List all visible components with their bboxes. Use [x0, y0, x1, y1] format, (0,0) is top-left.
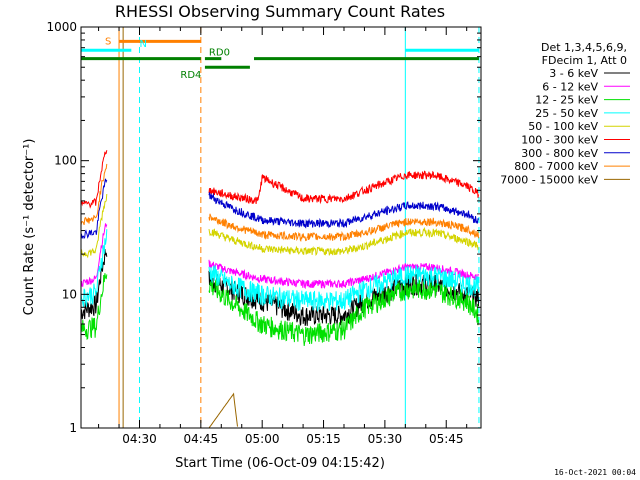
x-tick-label: 04:45 [184, 432, 219, 446]
footer-timestamp: 16-Oct-2021 00:04 [554, 468, 636, 477]
series-line-early [81, 150, 108, 209]
legend-entry-label: 6 - 12 keV [542, 80, 598, 93]
series-line [208, 264, 479, 312]
vertical-markers [81, 27, 480, 428]
x-tick-label: 05:15 [306, 432, 341, 446]
y-axis: 1 10 100 1000 [46, 20, 481, 435]
y-tick-label: 1 [69, 421, 77, 435]
series-line [208, 213, 479, 242]
series-line [208, 259, 479, 290]
y-tick-label: 100 [54, 154, 77, 168]
x-axis-label: Start Time (06-Oct-09 04:15:42) [175, 456, 385, 471]
y-tick-label: 1000 [46, 20, 77, 34]
legend-header: Det 1,3,4,5,6,9, [541, 41, 627, 54]
series-line-early [81, 163, 108, 226]
x-tick-label: 05:30 [368, 432, 403, 446]
y-axis-label: Count Rate (s⁻¹ detector⁻¹) [22, 139, 37, 316]
status-bar-label: S [105, 36, 111, 47]
legend-entry-label: 12 - 25 keV [535, 94, 598, 107]
legend-entry-label: 300 - 800 keV [521, 147, 598, 160]
series-line [208, 226, 479, 256]
series-line [208, 392, 238, 428]
series-line [208, 192, 479, 229]
x-tick-label: 04:30 [122, 432, 157, 446]
status-bars: S N RD0 RD4 [81, 36, 479, 81]
y-tick-label: 10 [62, 287, 77, 301]
x-tick-label: 05:00 [245, 432, 280, 446]
series-line-early [81, 229, 108, 308]
series-line [208, 170, 479, 205]
series-line [208, 279, 479, 346]
plot-frame [80, 26, 482, 429]
series-line-early [81, 273, 108, 341]
series-line-early [81, 178, 108, 240]
series-line-early [81, 223, 108, 287]
legend-entry-label: 7000 - 15000 keV [500, 173, 598, 186]
status-bar-label: RD4 [180, 70, 201, 81]
series-line-early [81, 193, 108, 259]
legend-entry-label: 3 - 6 keV [549, 67, 598, 80]
legend-entry-label: 800 - 7000 keV [514, 160, 598, 173]
legend-entry-label: 25 - 50 keV [535, 107, 598, 120]
chart-title: RHESSI Observing Summary Count Rates [115, 2, 445, 21]
legend-header: FDecim 1, Att 0 [542, 54, 627, 67]
series-group [81, 150, 479, 428]
status-bar-label: RD0 [209, 48, 230, 59]
x-axis: 04:30 04:45 05:00 05:15 05:30 05:45 [98, 27, 468, 446]
status-bar-label: N [139, 39, 146, 50]
legend: Det 1,3,4,5,6,9,FDecim 1, Att 03 - 6 keV… [500, 41, 630, 186]
x-tick-label: 05:45 [429, 432, 464, 446]
legend-entry-label: 100 - 300 keV [521, 134, 598, 147]
legend-entry-label: 50 - 100 keV [528, 120, 598, 133]
